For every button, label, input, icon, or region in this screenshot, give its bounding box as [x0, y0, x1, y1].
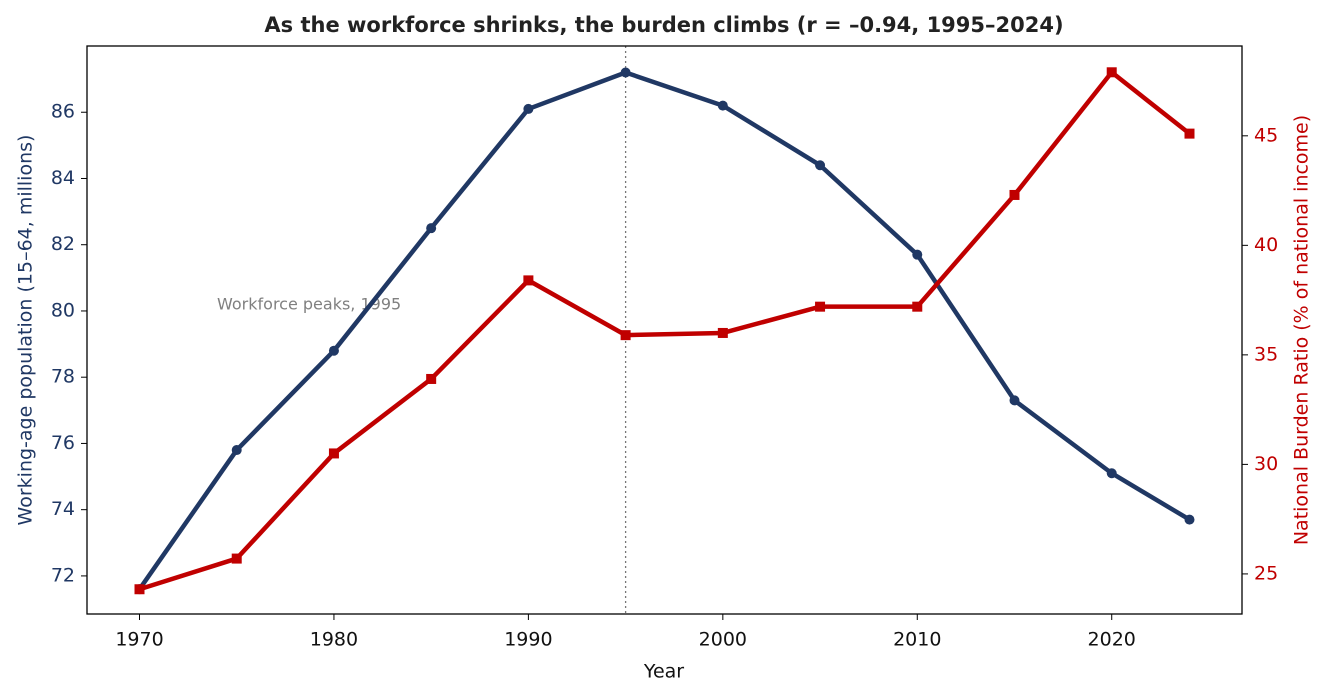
marker: [426, 373, 437, 384]
y2-axis-label: National Burden Ratio (% of national inc…: [1291, 115, 1313, 545]
marker: [523, 103, 534, 114]
chart-title: As the workforce shrinks, the burden cli…: [264, 13, 1063, 37]
y-tick-label: 82: [51, 233, 75, 255]
marker: [1184, 514, 1195, 525]
y-tick-label: 74: [51, 498, 75, 520]
marker: [231, 445, 242, 456]
y2-tick-label: 40: [1254, 234, 1278, 256]
marker: [815, 301, 826, 312]
y-axis-label: Working-age population (15–64, millions): [15, 135, 37, 526]
x-tick-label: 2000: [699, 629, 747, 651]
marker: [1009, 189, 1020, 200]
marker: [620, 330, 631, 341]
y-tick-label: 86: [51, 101, 75, 123]
marker: [717, 100, 728, 111]
marker: [1184, 128, 1195, 139]
marker: [231, 553, 242, 564]
y-tick-label: 84: [51, 167, 75, 189]
x-axis-label: Year: [643, 661, 684, 683]
marker: [620, 67, 631, 78]
y2-tick-label: 35: [1254, 343, 1278, 365]
y-tick-label: 72: [51, 564, 75, 586]
marker: [1009, 395, 1020, 406]
annotation: Workforce peaks, 1995: [217, 295, 401, 314]
marker: [717, 327, 728, 338]
plot-frame: [86, 45, 1243, 615]
x-tick-label: 2010: [893, 629, 941, 651]
marker: [1106, 468, 1117, 479]
marker: [523, 275, 534, 286]
marker: [815, 160, 826, 171]
marker: [328, 345, 339, 356]
marker: [1106, 67, 1117, 78]
marker: [912, 249, 923, 260]
y2-tick-label: 30: [1254, 453, 1278, 475]
y-tick-label: 80: [51, 299, 75, 321]
x-tick-label: 1980: [310, 629, 358, 651]
y2-tick-label: 45: [1254, 124, 1278, 146]
series-line: [138, 70, 1191, 592]
x-tick-label: 2020: [1088, 629, 1136, 651]
x-tick-label: 1990: [504, 629, 552, 651]
y-tick-label: 78: [51, 366, 75, 388]
series-line: [137, 70, 1191, 591]
marker: [426, 223, 437, 234]
marker: [328, 448, 339, 459]
marker: [912, 301, 923, 312]
y2-tick-label: 25: [1254, 562, 1278, 584]
y-tick-label: 76: [51, 432, 75, 454]
marker: [134, 584, 145, 595]
x-tick-label: 1970: [115, 629, 163, 651]
